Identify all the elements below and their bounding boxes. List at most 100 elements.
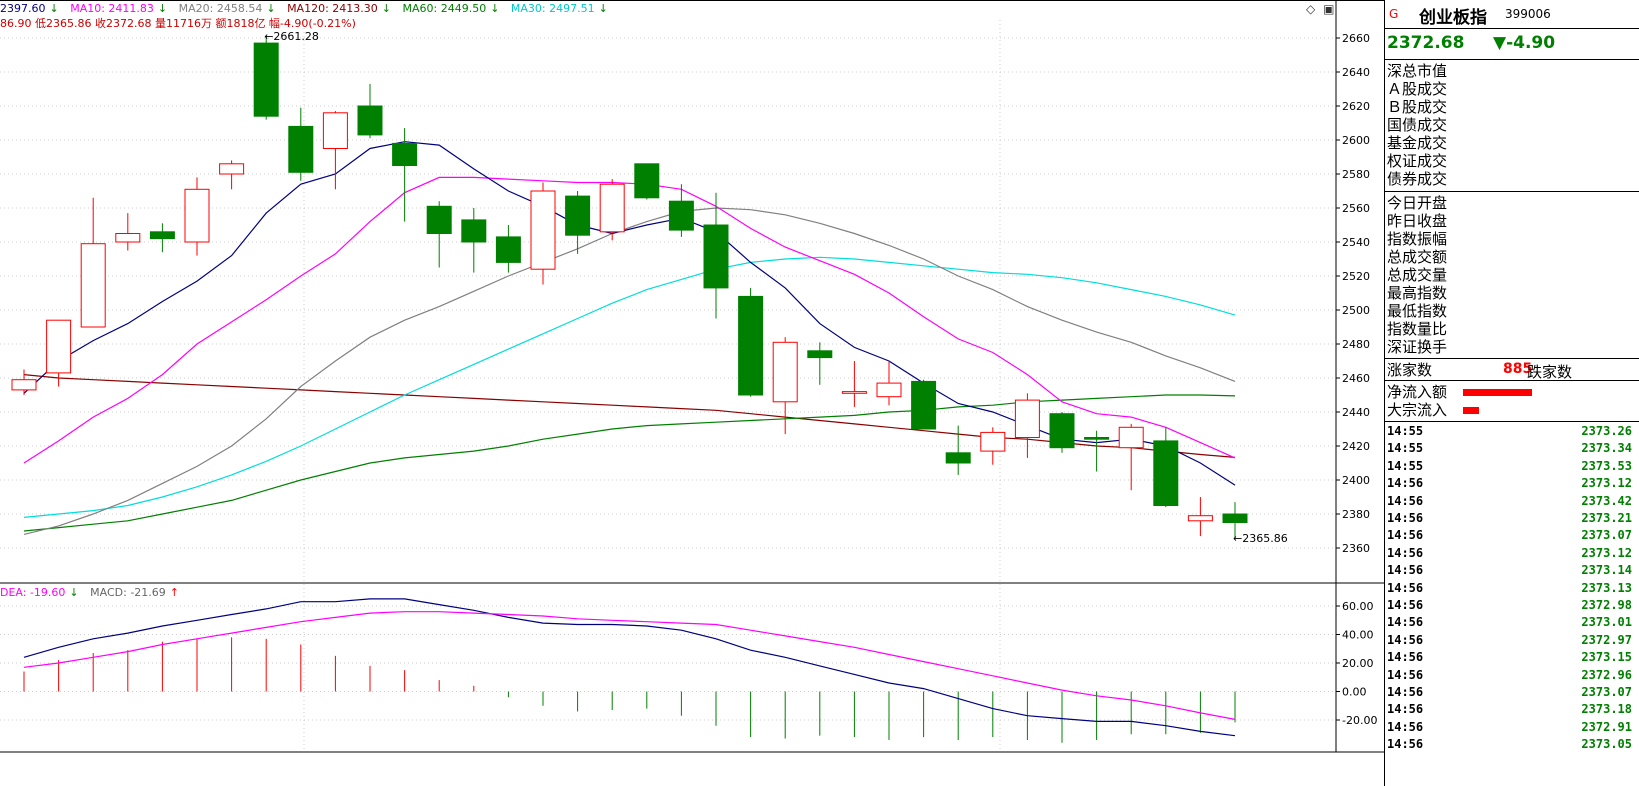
tick-row[interactable]: 14:56 2372.96	[1385, 668, 1639, 685]
stat-label: 基金成交	[1387, 134, 1448, 152]
y-tick-label: 2400	[1342, 474, 1370, 487]
tick-row[interactable]: 14:56 2372.98	[1385, 598, 1639, 615]
candle-body	[495, 236, 521, 263]
tick-row[interactable]: 14:56 2373.05	[1385, 737, 1639, 754]
tick-row[interactable]: 14:56 2373.13	[1385, 581, 1639, 598]
tick-price: 2373.42	[1581, 493, 1632, 508]
ma30-legend: MA30: 2497.51 ↓	[510, 2, 608, 15]
tick-row[interactable]: 14:56 2373.07	[1385, 685, 1639, 702]
candle-body	[1014, 399, 1040, 439]
tick-time: 14:55	[1387, 424, 1424, 438]
stat-label: 最高指数	[1387, 284, 1448, 302]
candle-body	[1118, 426, 1144, 449]
tick-price: 2373.12	[1581, 476, 1632, 491]
tick-time: 14:55	[1387, 458, 1424, 473]
candle-body	[634, 163, 660, 199]
ma120-legend: MA120: 2413.30 ↓	[287, 2, 391, 15]
tick-time: 14:56	[1387, 615, 1424, 630]
y-tick-label: 2500	[1342, 304, 1370, 317]
candle-body	[530, 190, 556, 270]
y-tick-label: 2620	[1342, 100, 1370, 113]
tick-row[interactable]: 14:56 2373.42	[1385, 494, 1639, 511]
macd-tick-label: 40.00	[1342, 629, 1374, 642]
y-tick-label: 2560	[1342, 202, 1370, 215]
tick-row[interactable]: 14:56 2373.12	[1385, 476, 1639, 493]
tick-time: 14:56	[1387, 545, 1424, 560]
rise-count-value: 885	[1503, 361, 1533, 377]
ma20-legend: MA20: 2458.54 ↓	[178, 2, 276, 15]
macd-value-legend: MACD: -21.69 ↑	[90, 586, 179, 599]
divider	[1385, 59, 1639, 60]
tick-time: 14:55	[1387, 441, 1424, 456]
index-name: 创业板指	[1419, 8, 1487, 28]
ma10-line	[23, 176, 1236, 464]
y-tick-label: 2420	[1342, 440, 1370, 453]
net-inflow-label: 净流入额	[1387, 383, 1448, 401]
net-inflow-bar	[1463, 389, 1532, 396]
ma60-legend: MA60: 2449.50 ↓	[402, 2, 500, 15]
candle-body	[219, 163, 245, 175]
candle-body	[1222, 513, 1248, 523]
low-annotation: ←2365.86	[1233, 532, 1288, 545]
candle-body	[1049, 413, 1075, 449]
tick-price: 2373.15	[1581, 650, 1632, 665]
tick-row[interactable]: 14:56 2373.21	[1385, 511, 1639, 528]
tick-row[interactable]: 14:55 2373.34	[1385, 441, 1639, 458]
rise-count-label: 涨家数	[1387, 361, 1433, 379]
tick-time: 14:56	[1387, 632, 1424, 647]
diamond-icon[interactable]: ◇	[1306, 2, 1316, 16]
candle-body	[807, 350, 833, 359]
block-inflow-bar	[1463, 407, 1480, 414]
tick-row[interactable]: 14:56 2372.91	[1385, 720, 1639, 737]
y-tick-label: 2540	[1342, 236, 1370, 249]
tick-price: 2373.18	[1581, 702, 1632, 717]
tick-row[interactable]: 14:56 2373.12	[1385, 546, 1639, 563]
divider	[1385, 191, 1639, 192]
candle-body	[357, 105, 383, 136]
tick-row[interactable]: 14:56 2373.01	[1385, 615, 1639, 632]
tick-row[interactable]: 14:56 2373.18	[1385, 702, 1639, 719]
candle-body	[392, 142, 418, 166]
candle-body	[461, 219, 487, 243]
ma-legend: 2397.60 ↓ MA10: 2411.83 ↓ MA20: 2458.54 ↓ M…	[0, 2, 616, 16]
candle-body	[565, 195, 591, 236]
tick-price: 2372.98	[1581, 598, 1632, 612]
tick-price: 2373.26	[1581, 424, 1632, 438]
kline-chart-area[interactable]: 2660 2640 2620 2600 2580 2560 2540 2520 2500 2480…	[0, 0, 1384, 786]
candle-body	[599, 183, 625, 233]
tick-time: 14:56	[1387, 476, 1424, 491]
last-price: 2372.68	[1387, 33, 1465, 53]
window-icon[interactable]: ▣	[1323, 2, 1335, 16]
stat-label: Ｂ股成交	[1387, 98, 1448, 116]
quote-panel: G 创业板指 399006 2372.68 ▼-4.90 深总市值 Ａ股成交 Ｂ股成…	[1384, 0, 1639, 786]
price-change: ▼-4.90	[1493, 33, 1556, 53]
ma120-line	[23, 374, 1236, 458]
high-annotation: ←2661.28	[264, 30, 319, 43]
tick-row[interactable]: 14:55 2373.26	[1385, 424, 1639, 441]
divider	[1385, 28, 1639, 29]
y-tick-label: 2480	[1342, 338, 1370, 351]
candle-body	[322, 112, 348, 150]
tick-time: 14:56	[1387, 702, 1424, 717]
candle-body	[426, 205, 452, 235]
tick-price: 2373.34	[1581, 441, 1632, 456]
y-tick-label: 2460	[1342, 372, 1370, 385]
tick-time: 14:56	[1387, 737, 1424, 752]
tick-row[interactable]: 14:56 2373.15	[1385, 650, 1639, 667]
candle-body	[945, 452, 971, 464]
tick-row[interactable]: 14:56 2373.14	[1385, 563, 1639, 580]
tick-time: 14:56	[1387, 563, 1424, 578]
y-tick-label: 2600	[1342, 134, 1370, 147]
tick-row[interactable]: 14:55 2373.53	[1385, 459, 1639, 476]
kline-chart-svg[interactable]: 2660 2640 2620 2600 2580 2560 2540 2520 2500 2480…	[0, 0, 1384, 786]
candle-body	[253, 42, 279, 117]
tick-time: 14:56	[1387, 667, 1424, 682]
stat-label: 权证成交	[1387, 152, 1448, 170]
tick-row[interactable]: 14:56 2372.97	[1385, 633, 1639, 650]
tick-row[interactable]: 14:56 2373.07	[1385, 528, 1639, 545]
stat-label: 昨日收盘	[1387, 212, 1448, 230]
y-tick-label: 2580	[1342, 168, 1370, 181]
candle-body	[80, 243, 106, 328]
stat-label: 深总市值	[1387, 62, 1448, 80]
divider	[1385, 358, 1639, 359]
